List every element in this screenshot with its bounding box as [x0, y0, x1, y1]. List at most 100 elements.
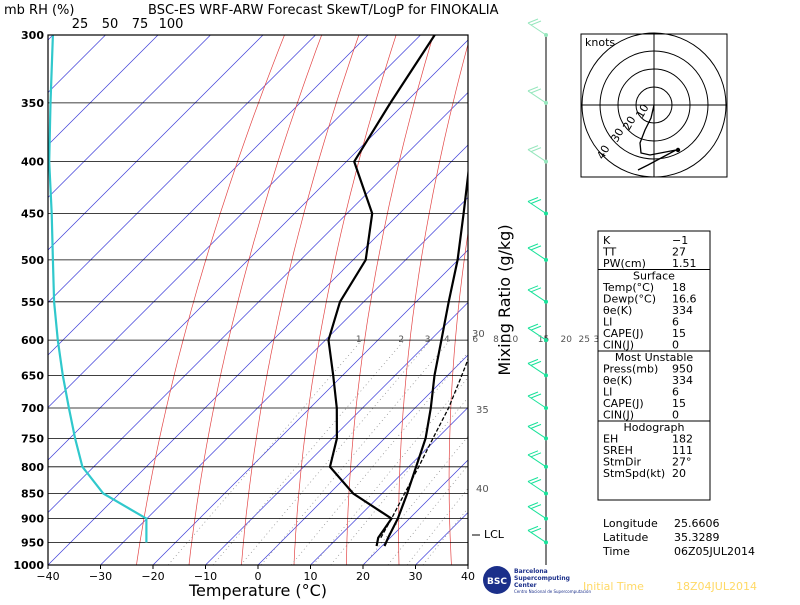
isotherm-line — [0, 35, 106, 565]
location-label: Time — [602, 545, 630, 558]
location-value: 06Z05JUL2014 — [674, 545, 755, 558]
mixing-ratio-label: 3 — [425, 335, 431, 345]
wind-barb-staff — [528, 150, 546, 162]
wind-level-dot — [544, 101, 548, 105]
mixing-ratio-axis-label: Mixing Ratio (g/kg) — [495, 224, 514, 375]
pressure-tick-label: 950 — [21, 536, 44, 549]
dewpoint-curve — [329, 35, 435, 546]
storm-motion-marker — [676, 148, 680, 152]
initial-time-label: Initial Time — [583, 580, 644, 593]
isotherm-line — [0, 35, 1, 565]
mixing-ratio-line — [213, 340, 405, 565]
pressure-tick-label: 350 — [21, 97, 44, 110]
location-label: Longitude — [603, 517, 658, 530]
initial-time-value: 18Z04JUL2014 — [676, 580, 757, 593]
isotherm-line — [101, 35, 631, 565]
pressure-tick-label: 600 — [21, 334, 44, 347]
wind-level-dot — [544, 517, 548, 521]
wind-barb-staff — [528, 530, 546, 542]
pressure-tick-label: 800 — [21, 461, 44, 474]
location-value: 35.3289 — [674, 531, 720, 544]
temperature-tick-label: −40 — [36, 570, 59, 583]
index-label: StmSpd(kt) — [603, 467, 665, 480]
mixing-ratio-label: 2 — [398, 335, 404, 345]
wind-barb-staff — [528, 396, 546, 408]
theta-label-30: 30 — [472, 329, 485, 340]
wind-level-dot — [544, 212, 548, 216]
wind-level-dot — [544, 300, 548, 304]
wind-level-dot — [544, 436, 548, 440]
mixing-ratio-label: 20 — [560, 335, 572, 345]
lcl-label: LCL — [484, 528, 505, 541]
pressure-tick-label: 700 — [21, 402, 44, 415]
index-value: 1.51 — [672, 257, 697, 270]
temperature-tick-label: −30 — [89, 570, 112, 583]
dry-adiabat-line — [545, 35, 582, 565]
org-line-4: Centro Nacional de Supercomputación — [514, 589, 592, 594]
mixing-ratio-line — [388, 340, 569, 565]
wind-barb-staff — [528, 248, 546, 260]
isobars — [48, 35, 468, 565]
isotherm-line — [0, 35, 316, 565]
chart-title: BSC-ES WRF-ARW Forecast SkewT/LogP for F… — [148, 3, 499, 18]
wind-barb-staff — [528, 363, 546, 375]
index-value: 0 — [672, 339, 679, 352]
isotherm-line — [0, 35, 421, 565]
wind-barb-staff — [528, 455, 546, 467]
temperature-tick-label: 40 — [461, 570, 475, 583]
org-line-1: Barcelona — [514, 568, 548, 575]
footer: BSC Barcelona Supercomputing Center Cent… — [481, 566, 757, 594]
mixing-ratio-label: 1 — [356, 335, 362, 345]
rh-tick-75: 75 — [132, 17, 149, 32]
wind-level-dot — [544, 492, 548, 496]
dry-adiabat-line — [189, 35, 322, 565]
rh-tick-50: 50 — [102, 17, 119, 32]
wind-profile — [528, 19, 548, 565]
rh-tick-100: 100 — [159, 17, 184, 32]
pressure-tick-label: 750 — [21, 432, 44, 445]
index-label: CIN(J) — [603, 409, 634, 422]
index-label: CIN(J) — [603, 339, 634, 352]
hodograph: knots 10 20 30 40 — [581, 33, 727, 177]
units-label: mb RH (%) — [4, 3, 74, 18]
x-axis-label: Temperature (°C) — [188, 581, 327, 600]
temperature-curve — [385, 35, 498, 546]
mixing-ratio-label: 4 — [444, 335, 450, 345]
rh-curve — [49, 35, 146, 542]
plot-frame — [48, 35, 468, 565]
wind-barb-staff — [528, 23, 546, 35]
wind-barb-staff — [528, 290, 546, 302]
wind-level-dot — [544, 160, 548, 164]
pressure-tick-label: 450 — [21, 208, 44, 221]
wind-level-dot — [544, 540, 548, 544]
wind-barb-staff — [528, 426, 546, 438]
wind-barb-staff — [528, 482, 546, 494]
index-value: 0 — [672, 409, 679, 422]
mixing-ratio-line — [241, 340, 431, 565]
temperature-tick-label: 30 — [409, 570, 423, 583]
pressure-tick-label: 300 — [21, 29, 44, 42]
temperature-tick-label: −20 — [141, 570, 164, 583]
wind-level-dot — [544, 465, 548, 469]
pressure-ticks: 3003504004505005506006507007508008509009… — [13, 29, 44, 572]
org-line-3: Center — [514, 582, 537, 589]
wind-barb-staff — [528, 91, 546, 103]
wind-level-dot — [544, 33, 548, 37]
wind-level-dot — [544, 373, 548, 377]
pressure-tick-label: 850 — [21, 488, 44, 501]
dry-adiabat-line — [137, 35, 285, 565]
wind-level-dot — [544, 258, 548, 262]
theta-label-35: 35 — [476, 405, 489, 416]
wind-barb-staff — [528, 507, 546, 519]
sounding-curves — [49, 35, 516, 546]
pressure-tick-label: 500 — [21, 254, 44, 267]
wind-barb-staff — [528, 202, 546, 214]
pressure-tick-label: 900 — [21, 513, 44, 526]
bsc-logo-text: BSC — [487, 577, 507, 587]
pressure-tick-label: 650 — [21, 369, 44, 382]
dry-adiabat-line — [722, 35, 767, 565]
dry-adiabat-line — [763, 35, 800, 565]
